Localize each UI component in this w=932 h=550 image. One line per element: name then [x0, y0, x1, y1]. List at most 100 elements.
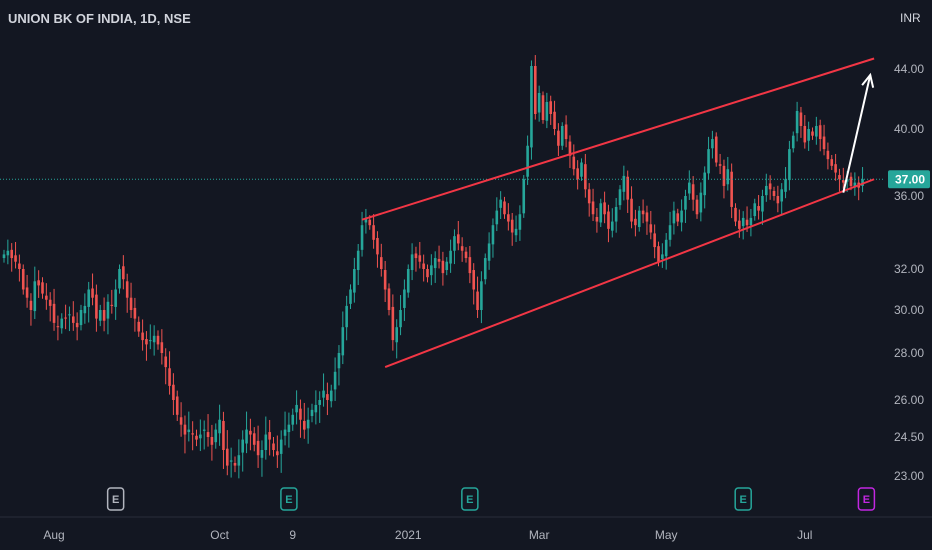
candle-body [210, 437, 214, 445]
candle-body [395, 327, 398, 343]
candle-body [214, 429, 218, 443]
candle [214, 423, 218, 449]
candle-body [52, 303, 56, 323]
earnings-marker-label: E [285, 494, 292, 506]
candle [791, 131, 795, 153]
candle [457, 221, 460, 251]
x-axis: Aug Oct 9 2021 Mar May Jul [43, 528, 812, 542]
candle [245, 411, 248, 454]
candle [403, 279, 406, 321]
candle [645, 205, 649, 235]
candle [618, 185, 622, 210]
candle [102, 297, 106, 332]
candle [329, 384, 333, 408]
candle-body [426, 269, 429, 278]
candle-body [757, 206, 760, 211]
currency-label: INR [900, 11, 921, 25]
candle-body [233, 463, 237, 466]
candle-body [356, 250, 360, 271]
candle-body [391, 306, 395, 341]
candle-body [680, 210, 683, 223]
earnings-marker-box [857, 487, 876, 511]
candle-body [64, 317, 67, 319]
candle-body [272, 443, 275, 450]
candle [114, 279, 117, 320]
candle-body [383, 270, 387, 290]
candle-body [584, 164, 587, 190]
candle [699, 182, 703, 222]
candle [433, 251, 437, 283]
candle [45, 283, 48, 310]
candle-body [295, 404, 298, 413]
candle-body [410, 254, 414, 271]
candle [549, 95, 552, 125]
candle-body [749, 217, 753, 226]
candle [541, 91, 545, 124]
candle [714, 132, 718, 167]
candle-body [711, 139, 714, 149]
candle-body [110, 304, 114, 306]
candle [499, 191, 502, 219]
candle [79, 304, 83, 331]
candle-body [591, 201, 595, 215]
candle [557, 123, 560, 156]
candle-body [780, 189, 783, 202]
candle-body [276, 451, 279, 456]
candle [195, 429, 198, 447]
candle [630, 186, 633, 229]
candle-body [826, 150, 830, 160]
candle-body [472, 270, 475, 290]
candle-body [703, 172, 706, 196]
candle-body [437, 258, 441, 262]
candle [337, 345, 341, 386]
candle [641, 199, 645, 224]
candle-body [433, 258, 437, 269]
candle-body [329, 390, 333, 402]
candle-body [788, 149, 791, 181]
candle [649, 210, 653, 240]
candle [376, 231, 379, 268]
candle-body [861, 179, 864, 186]
candle [29, 293, 33, 326]
candle [741, 211, 745, 240]
candle [526, 135, 529, 185]
candle-body [726, 169, 730, 185]
y-tick-label: 36.00 [894, 189, 924, 203]
y-tick-label: 28.00 [894, 346, 924, 360]
candle-body [129, 297, 133, 310]
candle-body [815, 126, 818, 137]
candle-body [287, 424, 291, 433]
candle-body [56, 326, 60, 328]
candle [580, 158, 583, 181]
candle [753, 198, 757, 221]
candle-body [222, 420, 225, 450]
candle [156, 330, 160, 350]
candle [441, 251, 445, 286]
candle-body [141, 332, 144, 341]
candle-body [649, 224, 653, 233]
candle-body [249, 430, 252, 435]
candle [33, 266, 37, 320]
candle [122, 255, 125, 290]
candle-body [60, 318, 64, 329]
candle-body [441, 260, 445, 274]
candle [584, 153, 587, 198]
candle [768, 175, 772, 200]
candle-body [457, 234, 460, 244]
candle-body [668, 225, 672, 240]
candle [534, 55, 537, 120]
candle [614, 198, 618, 233]
candle-body [772, 190, 776, 196]
candle [356, 243, 360, 285]
candle [64, 304, 67, 330]
candle [183, 415, 187, 454]
candle-body [530, 66, 533, 148]
candle [164, 348, 167, 385]
candle-body [549, 101, 552, 114]
candle-body [518, 214, 522, 230]
candle-body [172, 384, 175, 400]
candle [137, 316, 141, 337]
candle-body [226, 448, 229, 466]
